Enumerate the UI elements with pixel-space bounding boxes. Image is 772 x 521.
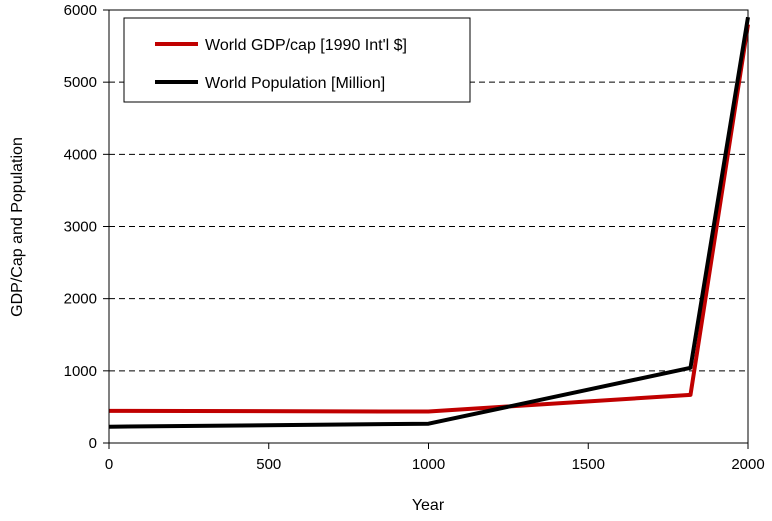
series-lines [108, 16, 750, 429]
y-tick-label-1000: 1000 [64, 363, 97, 380]
x-tick-label-1000: 1000 [412, 456, 445, 473]
series-line-0 [108, 24, 750, 414]
tick-labels: 0 500 1000 1500 2000 0 1000 2000 3000 4000 5000 600… [64, 2, 765, 473]
y-tick-label-2000: 2000 [64, 291, 97, 308]
series-line-1 [108, 16, 750, 429]
x-tick-label-0: 0 [105, 456, 113, 473]
legend-label-gdp: World GDP/cap [1990 Int'l $] [205, 37, 407, 54]
x-tick-label-2000: 2000 [731, 456, 764, 473]
x-tick-label-1500: 1500 [572, 456, 605, 473]
gridlines [109, 81, 748, 372]
legend-label-population: World Population [Million] [205, 75, 385, 92]
y-axis-title: GDP/Cap and Population [9, 137, 26, 317]
x-axis-title: Year [412, 497, 445, 514]
y-tick-label-4000: 4000 [64, 146, 97, 163]
y-tick-label-0: 0 [89, 435, 97, 452]
y-tick-label-3000: 3000 [64, 219, 97, 236]
legend: World GDP/cap [1990 Int'l $] World Popul… [123, 17, 471, 103]
y-tick-label-5000: 5000 [64, 74, 97, 91]
y-tick-label-6000: 6000 [64, 2, 97, 19]
legend-box [123, 17, 471, 103]
x-tick-label-500: 500 [256, 456, 281, 473]
